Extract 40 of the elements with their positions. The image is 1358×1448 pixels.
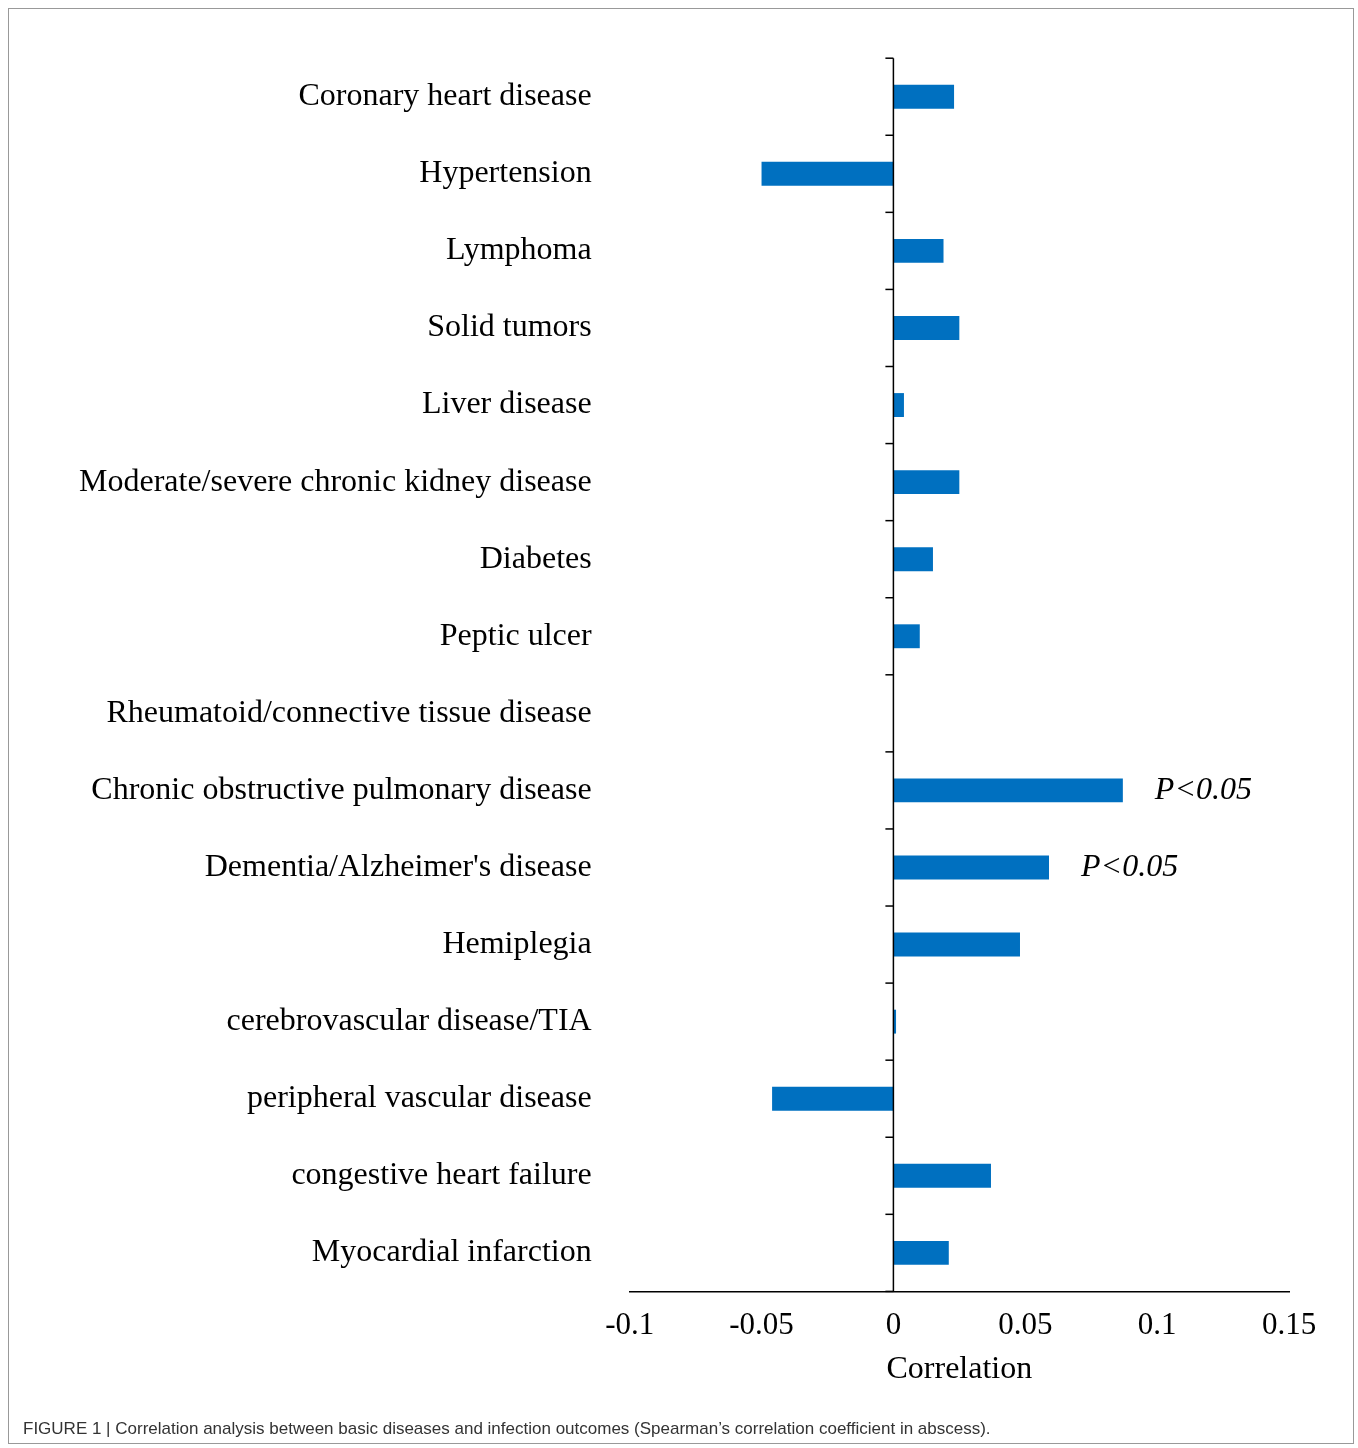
y-tick-label: Moderate/severe chronic kidney disease bbox=[79, 461, 592, 498]
y-tick-label: Peptic ulcer bbox=[439, 615, 593, 652]
annotation: P<0.05 bbox=[1080, 846, 1179, 883]
bar bbox=[893, 470, 960, 495]
bar bbox=[893, 547, 933, 572]
y-tick-label: Liver disease bbox=[421, 384, 592, 421]
bar bbox=[893, 316, 960, 340]
annotation: P<0.05 bbox=[1153, 769, 1252, 806]
y-tick-label: congestive heart failure bbox=[291, 1155, 592, 1192]
y-tick-label: Hypertension bbox=[419, 153, 592, 190]
y-tick-label: Coronary heart disease bbox=[298, 76, 592, 113]
x-tick-label: 0.15 bbox=[1261, 1306, 1317, 1342]
y-tick-label: Lymphoma bbox=[445, 230, 592, 267]
bar bbox=[893, 1163, 991, 1188]
x-tick-label: 0.1 bbox=[1137, 1306, 1177, 1342]
x-tick-label: 0.05 bbox=[998, 1306, 1053, 1342]
bar bbox=[761, 161, 894, 186]
x-tick-label: 0 bbox=[885, 1306, 902, 1342]
y-tick-label: Hemiplegia bbox=[442, 923, 592, 960]
y-tick-label: Rheumatoid/connective tissue disease bbox=[106, 692, 592, 729]
x-tick-label: -0.1 bbox=[605, 1306, 655, 1342]
bar bbox=[893, 1240, 949, 1265]
bar bbox=[893, 393, 904, 417]
y-tick-label: Myocardial infarction bbox=[311, 1232, 592, 1269]
y-tick-label: peripheral vascular disease bbox=[246, 1078, 592, 1115]
bar bbox=[893, 932, 1020, 957]
bar bbox=[893, 238, 944, 263]
y-tick-label: Solid tumors bbox=[427, 307, 592, 344]
y-tick-label: Diabetes bbox=[479, 538, 592, 575]
bar bbox=[893, 855, 1050, 880]
bar bbox=[893, 624, 920, 649]
bar bbox=[893, 778, 1123, 803]
bar bbox=[893, 84, 955, 109]
x-tick-label: -0.05 bbox=[729, 1306, 794, 1342]
y-tick-label: Chronic obstructive pulmonary disease bbox=[91, 769, 592, 806]
caption: FIGURE 1 | Correlation analysis between basic diseases and infection outcomes (Spearman’s correlation coefficient in abscess). bbox=[23, 1419, 991, 1439]
y-tick-label: cerebrovascular disease/TIA bbox=[226, 1001, 592, 1038]
y-tick-label: Dementia/Alzheimer's disease bbox=[204, 846, 592, 883]
bar bbox=[772, 1086, 894, 1111]
x-axis-title: Correlation bbox=[886, 1349, 1033, 1386]
